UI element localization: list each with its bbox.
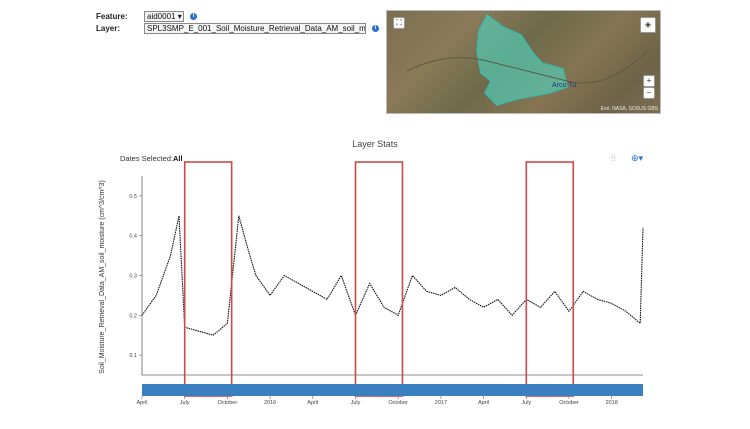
x-tick-label: April (136, 400, 147, 406)
dates-selected-value: All (172, 154, 183, 163)
info-icon[interactable]: i (190, 13, 197, 20)
highlight-box (525, 161, 575, 397)
highlight-boxes (183, 161, 575, 397)
x-tick-label: July (180, 400, 190, 406)
zoom-tools-icon[interactable]: ⊕▾ (631, 153, 644, 163)
layer-row: Layer: SPL3SMP_E_001_Soil_Moisture_Retri… (96, 23, 379, 34)
y-tick-label: 0.4 (129, 234, 137, 240)
series-group (141, 215, 644, 336)
x-ticks: April July October 2016 April July October 2017… (136, 396, 618, 406)
zoom-out-button[interactable]: − (643, 87, 655, 99)
dates-selected: Dates Selected:All (120, 154, 183, 163)
info-icon[interactable]: i (372, 25, 379, 32)
x-tick-label: October (559, 400, 579, 406)
map-layer (406, 13, 648, 106)
map-view[interactable]: ⛶ ◈ + − Arco Tu Esri, NASA, SOSUS GBS (386, 10, 661, 114)
layer-select-value: SPL3SMP_E_001_Soil_Moisture_Retrieval_Da… (147, 24, 366, 33)
x-tick-label: October (388, 400, 408, 406)
feature-select-value: aid0001 (147, 12, 176, 21)
y-tick-label: 0.5 (129, 194, 137, 200)
y-axis-label: Soil_Moisture_Retrieval_Data_AM_soil_moi… (99, 180, 106, 374)
date-range-bar (142, 384, 643, 396)
x-tick-label: April (478, 400, 489, 406)
feature-label: Feature: (96, 12, 128, 21)
series-line (141, 215, 644, 336)
x-tick-label: 2017 (435, 400, 447, 406)
layer-label: Layer: (96, 24, 121, 33)
x-tick-label: 2018 (606, 400, 618, 406)
y-ticks: 0.1 0.2 0.3 0.4 0.5 (129, 194, 142, 359)
x-tick-label: July (351, 400, 361, 406)
region-polygon (476, 13, 568, 106)
x-tick-label: October (218, 400, 238, 406)
map-attribution: Esri, NASA, SOSUS GBS (600, 106, 658, 112)
layer-select[interactable]: SPL3SMP_E_001_Soil_Moisture_Retrieval_Da… (144, 23, 366, 34)
x-tick-label: April (307, 400, 318, 406)
feature-row: Feature: aid0001 ▾ i (96, 11, 197, 22)
fullscreen-icon[interactable]: ⛶ (393, 17, 405, 29)
highlight-box (354, 161, 404, 397)
y-tick-label: 0.2 (129, 313, 137, 319)
zoom-in-button[interactable]: + (643, 75, 655, 87)
y-tick-label: 0.3 (129, 274, 137, 280)
map-place-label: Arco Tu (552, 82, 577, 89)
river-line (406, 50, 648, 84)
x-tick-label: 2016 (264, 400, 276, 406)
highlight-box (183, 161, 233, 397)
filter-settings-icon[interactable]: ⫶⫶ (611, 153, 616, 163)
stats-title: Layer Stats (352, 139, 398, 149)
dates-selected-label: Dates Selected: (120, 154, 173, 163)
feature-select[interactable]: aid0001 ▾ (144, 11, 184, 22)
y-tick-label: 0.1 (129, 353, 137, 359)
layers-icon[interactable]: ◈ (640, 17, 656, 33)
x-tick-label: July (521, 400, 531, 406)
